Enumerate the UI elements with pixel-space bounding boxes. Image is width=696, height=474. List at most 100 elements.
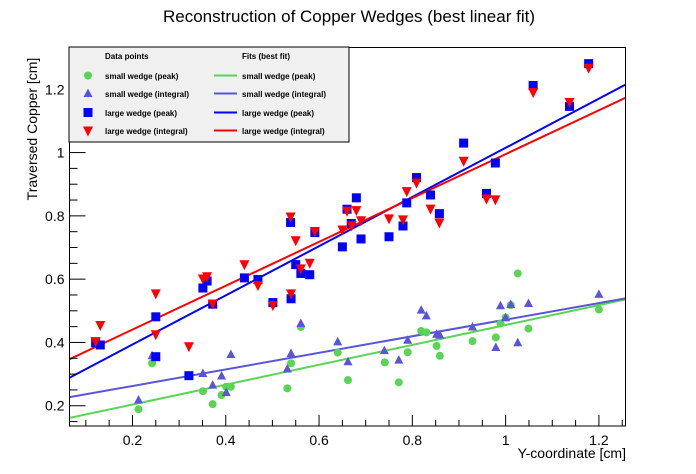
data-point bbox=[513, 337, 523, 347]
data-point bbox=[252, 281, 263, 292]
data-point bbox=[523, 298, 533, 308]
data-point bbox=[333, 336, 343, 346]
data-point bbox=[403, 348, 412, 357]
data-point bbox=[384, 214, 395, 225]
data-point bbox=[412, 173, 422, 183]
legend-header-fits: Fits (best fit) bbox=[242, 52, 290, 61]
series-square bbox=[91, 59, 594, 381]
fit-line-3 bbox=[69, 83, 626, 379]
y-tick-label: 0.6 bbox=[45, 271, 65, 287]
legend-box bbox=[68, 46, 350, 143]
legend-marker-triangle-up bbox=[83, 88, 93, 97]
data-point bbox=[90, 337, 101, 348]
data-point bbox=[291, 260, 301, 270]
data-point bbox=[398, 215, 409, 226]
data-point bbox=[343, 356, 353, 366]
legend-points-label: large wedge (peak) bbox=[105, 109, 177, 118]
data-point bbox=[495, 300, 505, 310]
data-point bbox=[584, 59, 594, 69]
x-tick-label: 1.2 bbox=[589, 432, 609, 448]
legend: Data points Fits (best fit) small wedge … bbox=[68, 46, 350, 143]
x-tick-label: 0.8 bbox=[403, 432, 423, 448]
series-triangle-up bbox=[134, 289, 604, 404]
plot-area bbox=[69, 59, 626, 419]
data-point bbox=[198, 368, 208, 377]
data-point bbox=[594, 305, 603, 314]
data-point bbox=[226, 349, 236, 358]
data-point bbox=[151, 352, 161, 362]
data-point bbox=[184, 371, 194, 381]
data-point bbox=[95, 340, 105, 350]
legend-marker-circle bbox=[84, 71, 92, 80]
data-point bbox=[207, 299, 218, 310]
data-point bbox=[282, 364, 292, 373]
data-point bbox=[501, 312, 511, 322]
data-point bbox=[435, 351, 444, 360]
data-point bbox=[380, 358, 389, 367]
x-tick-label: 0.4 bbox=[216, 432, 236, 448]
data-point bbox=[564, 97, 575, 108]
data-point bbox=[239, 260, 250, 271]
data-point bbox=[305, 270, 315, 280]
data-point bbox=[528, 80, 538, 90]
data-point bbox=[134, 395, 144, 404]
data-point bbox=[226, 382, 235, 391]
data-point bbox=[426, 190, 436, 200]
data-point bbox=[513, 269, 522, 278]
data-point bbox=[411, 178, 422, 189]
data-point bbox=[290, 236, 301, 247]
x-tick-label: 0.6 bbox=[309, 432, 329, 448]
x-axis-label: Y-coordinate [cm] bbox=[518, 445, 626, 461]
data-point bbox=[295, 264, 306, 275]
data-point bbox=[351, 206, 362, 217]
data-point bbox=[134, 405, 143, 414]
data-point bbox=[398, 221, 408, 231]
data-point bbox=[425, 204, 436, 215]
data-point bbox=[490, 158, 500, 168]
data-point bbox=[491, 333, 500, 342]
data-point bbox=[346, 221, 357, 232]
data-point bbox=[583, 63, 594, 74]
data-point bbox=[468, 337, 477, 346]
data-point bbox=[151, 312, 161, 322]
chart-title: Reconstruction of Copper Wedges (best li… bbox=[163, 7, 535, 26]
legend-points-label: small wedge (peak) bbox=[105, 72, 179, 81]
fit-line-4 bbox=[69, 96, 626, 361]
data-point bbox=[150, 330, 161, 341]
data-point bbox=[458, 156, 469, 167]
series-circle bbox=[134, 269, 603, 414]
data-point bbox=[356, 216, 367, 227]
y-tick-label: 1.2 bbox=[45, 81, 65, 97]
data-point bbox=[379, 345, 389, 355]
data-point bbox=[421, 310, 431, 320]
data-point bbox=[239, 273, 249, 283]
legend-fit-label: large wedge (peak) bbox=[242, 109, 314, 118]
data-point bbox=[506, 299, 516, 308]
data-point bbox=[253, 274, 263, 284]
data-point bbox=[286, 289, 297, 300]
data-point bbox=[148, 359, 157, 368]
data-point bbox=[496, 319, 505, 328]
data-point bbox=[524, 324, 533, 333]
y-tick-label: 1 bbox=[57, 145, 65, 161]
data-point bbox=[221, 387, 231, 396]
y-axis-label: Traversed Copper [cm] bbox=[24, 58, 40, 201]
data-point bbox=[416, 305, 426, 314]
y-tick-label: 0.8 bbox=[45, 208, 65, 224]
y-tick-label: 0.4 bbox=[45, 334, 65, 350]
data-point bbox=[286, 218, 296, 228]
data-point bbox=[337, 225, 348, 236]
legend-marker-square bbox=[83, 108, 93, 117]
data-point bbox=[183, 342, 194, 353]
legend-points-label: large wedge (integral) bbox=[105, 127, 188, 136]
data-point bbox=[403, 335, 413, 344]
data-point bbox=[333, 348, 342, 357]
data-point bbox=[217, 370, 227, 380]
y-tick-label: 0.2 bbox=[45, 398, 65, 414]
data-point bbox=[337, 242, 347, 252]
data-point bbox=[208, 400, 217, 409]
data-point bbox=[287, 359, 296, 368]
data-point bbox=[351, 193, 361, 203]
fit-line-2 bbox=[69, 297, 626, 399]
